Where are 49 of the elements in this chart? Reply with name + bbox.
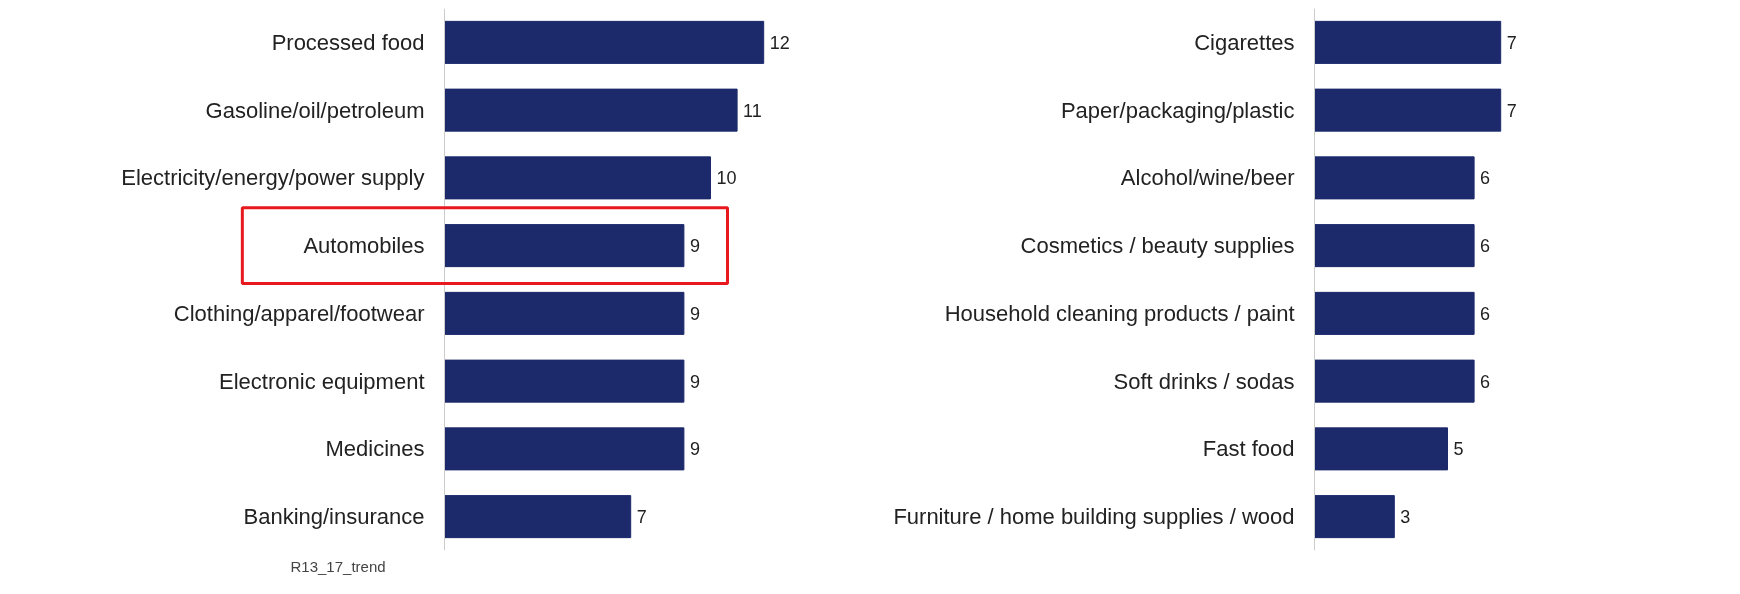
data-label: 6 — [1480, 303, 1491, 324]
data-label: 3 — [1400, 507, 1411, 528]
data-label: 9 — [689, 303, 700, 324]
y-tick-label: Banking/insurance — [243, 504, 425, 530]
y-tick-label: Automobiles — [303, 233, 425, 259]
y-tick-label: Furniture / home building supplies / wood — [893, 504, 1295, 530]
bar — [1314, 359, 1475, 403]
data-label: 7 — [636, 507, 647, 528]
data-label: 9 — [689, 371, 700, 392]
y-tick-label: Soft drinks / sodas — [1113, 368, 1295, 394]
bar — [1314, 20, 1502, 64]
bar — [444, 495, 632, 539]
y-tick-label: Alcohol/wine/beer — [1120, 165, 1295, 191]
data-label: 7 — [1506, 100, 1517, 121]
bar — [444, 156, 711, 200]
y-tick-label: Cigarettes — [1194, 29, 1295, 55]
bar — [444, 427, 685, 471]
y-tick-label: Paper/packaging/plastic — [1060, 97, 1295, 123]
data-label: 5 — [1453, 439, 1464, 460]
y-tick-label: Household cleaning products / paint — [944, 300, 1295, 326]
bar — [1314, 156, 1475, 200]
y-tick-label: Fast food — [1202, 436, 1295, 462]
data-label: 9 — [689, 439, 700, 460]
text: R13_17_trend — [290, 557, 386, 575]
bar — [1314, 224, 1475, 268]
bar — [444, 224, 685, 268]
bar — [444, 20, 765, 64]
y-tick-label: Electronic equipment — [219, 368, 425, 394]
data-label: 11 — [743, 100, 762, 121]
data-label: 7 — [1506, 32, 1517, 53]
y-tick-label: Cosmetics / beauty supplies — [1020, 233, 1295, 259]
data-label: 10 — [716, 168, 737, 189]
y-tick-label: Processed food — [271, 29, 425, 55]
bar — [1314, 291, 1475, 335]
data-label: 6 — [1480, 236, 1491, 257]
data-label: 6 — [1480, 168, 1491, 189]
y-tick-label: Clothing/apparel/footwear — [173, 300, 425, 326]
bar — [444, 291, 685, 335]
bar — [1314, 495, 1395, 539]
bar — [1314, 88, 1502, 132]
bar — [1314, 427, 1448, 471]
data-label: 12 — [769, 32, 790, 53]
y-tick-label: Medicines — [325, 436, 425, 462]
y-tick-label: Electricity/energy/power supply — [121, 165, 425, 191]
data-label: 9 — [689, 236, 700, 257]
data-label: 6 — [1480, 371, 1491, 392]
y-tick-label: Gasoline/oil/petroleum — [205, 97, 425, 123]
bar — [444, 88, 738, 132]
bar — [444, 359, 685, 403]
